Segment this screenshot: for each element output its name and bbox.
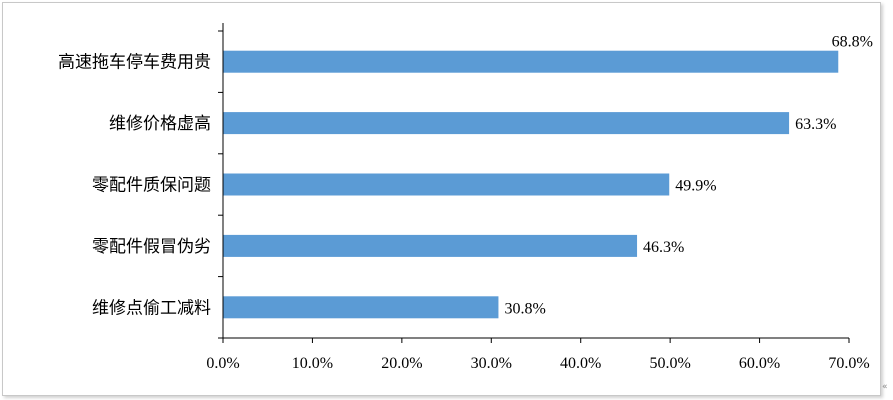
bar-chart: 高速拖车停车费用贵 68.8% 维修价格虚高 63.3% 零配件质保问题 49.9% 零配件… xyxy=(58,23,873,372)
category-label-3: 零配件质保问题 xyxy=(92,176,211,196)
data-label-5: 30.8% xyxy=(504,300,545,317)
category-label-2: 维修价格虚高 xyxy=(109,114,211,134)
x-tick-label-7: 70.0% xyxy=(828,355,869,372)
bar-3 xyxy=(223,173,670,196)
x-tick-label-4: 40.0% xyxy=(560,355,601,372)
category-label-1: 高速拖车停车费用贵 xyxy=(58,53,211,73)
bar-2 xyxy=(223,112,790,135)
bar-1 xyxy=(223,50,839,73)
x-tick-label-0: 0.0% xyxy=(206,355,239,372)
x-tick-label-6: 60.0% xyxy=(739,355,780,372)
category-label-5: 维修点偷工减料 xyxy=(92,298,211,318)
labels-layer: 高速拖车停车费用贵 68.8% 维修价格虚高 63.3% 零配件质保问题 49.9% 零配件… xyxy=(58,34,873,372)
data-label-4: 46.3% xyxy=(643,239,684,256)
bars-layer xyxy=(223,50,839,319)
edge-mark: « xyxy=(882,382,888,392)
x-tick-label-2: 20.0% xyxy=(381,355,422,372)
data-label-1: 68.8% xyxy=(832,34,873,51)
chart-frame: 高速拖车停车费用贵 68.8% 维修价格虚高 63.3% 零配件质保问题 49.9% 零配件… xyxy=(2,2,881,396)
bar-5 xyxy=(223,296,499,319)
x-tick-label-5: 50.0% xyxy=(649,355,690,372)
x-tick-label-3: 30.0% xyxy=(471,355,512,372)
axes-layer xyxy=(218,23,850,343)
data-label-2: 63.3% xyxy=(795,116,836,133)
data-label-3: 49.9% xyxy=(675,178,716,195)
category-label-4: 零配件假冒伪劣 xyxy=(92,237,211,257)
x-tick-label-1: 10.0% xyxy=(292,355,333,372)
bar-4 xyxy=(223,234,638,257)
